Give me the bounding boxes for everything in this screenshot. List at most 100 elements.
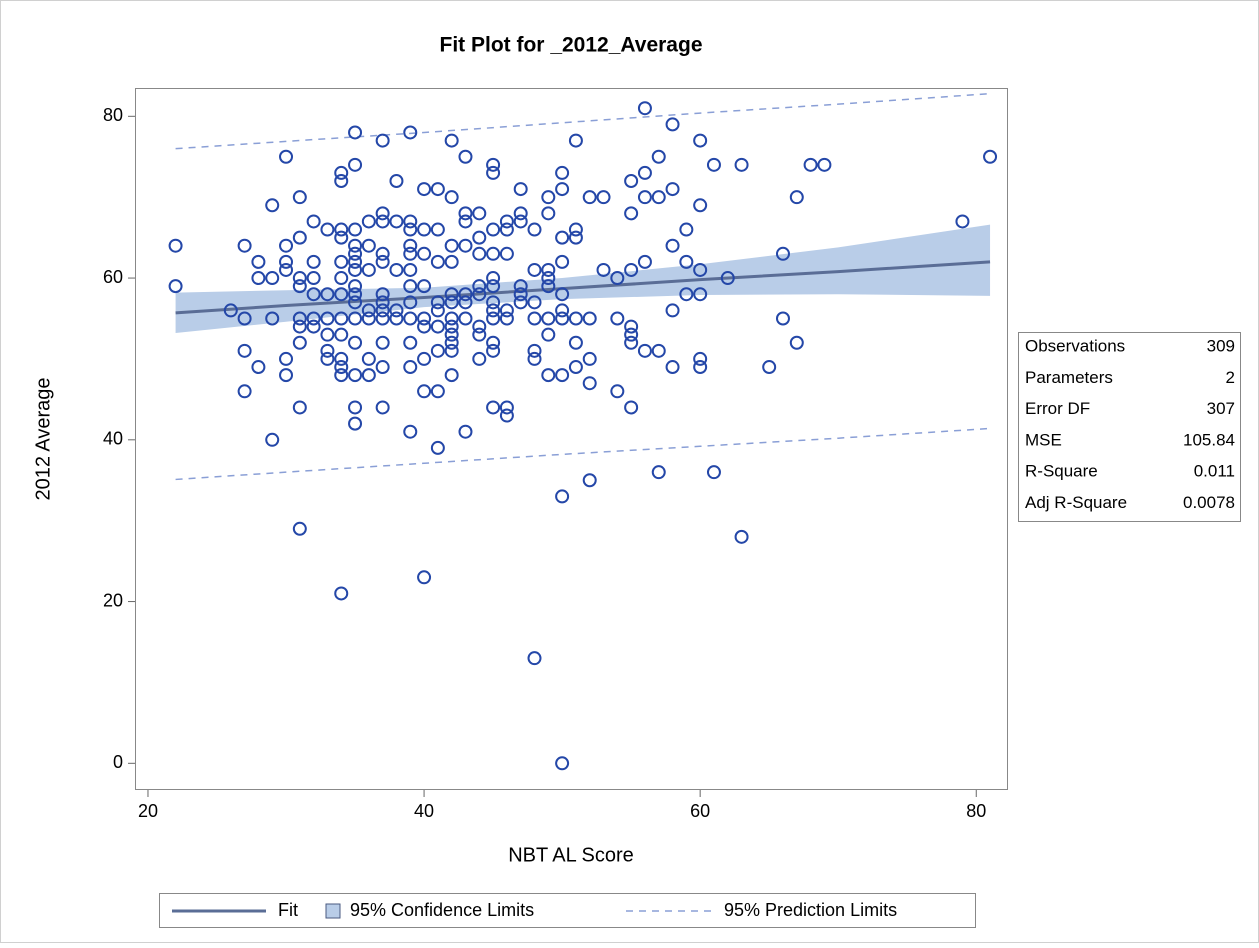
data-point xyxy=(306,254,321,269)
data-point xyxy=(403,360,418,375)
data-point xyxy=(348,125,363,140)
data-point xyxy=(403,262,418,277)
data-point xyxy=(251,360,266,375)
data-point xyxy=(486,271,501,286)
data-point xyxy=(486,311,501,326)
data-point xyxy=(486,246,501,261)
data-point xyxy=(292,400,307,415)
data-point xyxy=(348,157,363,172)
data-point xyxy=(306,319,321,334)
data-point xyxy=(582,190,597,205)
data-point xyxy=(403,214,418,229)
data-point xyxy=(361,214,376,229)
data-point xyxy=(486,157,501,172)
stats-label: MSE xyxy=(1025,430,1062,449)
data-point xyxy=(430,303,445,318)
data-point xyxy=(361,303,376,318)
data-point xyxy=(637,254,652,269)
data-point xyxy=(513,295,528,310)
data-point xyxy=(541,271,556,286)
data-point xyxy=(348,238,363,253)
data-point xyxy=(527,295,542,310)
legend: Fit 95% Confidence Limits 95% Prediction L… xyxy=(172,900,897,920)
data-point xyxy=(279,368,294,383)
data-point xyxy=(306,214,321,229)
data-point xyxy=(361,238,376,253)
data-point xyxy=(348,400,363,415)
data-point xyxy=(458,295,473,310)
data-point xyxy=(444,311,459,326)
data-point xyxy=(817,157,832,172)
prediction-limit xyxy=(175,427,991,481)
data-point xyxy=(334,165,349,180)
data-point xyxy=(320,351,335,366)
data-point xyxy=(279,238,294,253)
data-point xyxy=(596,190,611,205)
data-point xyxy=(679,222,694,237)
data-point xyxy=(389,303,404,318)
data-point xyxy=(389,214,404,229)
data-point xyxy=(375,246,390,261)
data-point xyxy=(403,238,418,253)
data-point xyxy=(499,311,514,326)
data-point xyxy=(389,262,404,277)
data-point xyxy=(637,190,652,205)
data-point xyxy=(334,360,349,375)
data-point xyxy=(361,351,376,366)
data-point xyxy=(444,368,459,383)
legend-label: 95% Prediction Limits xyxy=(724,900,897,920)
data-point xyxy=(720,271,735,286)
data-point xyxy=(251,254,266,269)
data-point xyxy=(610,311,625,326)
data-point xyxy=(472,246,487,261)
data-point xyxy=(306,311,321,326)
data-point xyxy=(541,206,556,221)
data-point xyxy=(527,262,542,277)
data-point xyxy=(306,287,321,302)
data-point xyxy=(734,529,749,544)
data-point xyxy=(334,254,349,269)
data-point xyxy=(361,368,376,383)
data-point xyxy=(334,271,349,286)
legend-swatch xyxy=(325,903,341,919)
data-point xyxy=(320,327,335,342)
data-point xyxy=(430,319,445,334)
data-point xyxy=(624,335,639,350)
data-point xyxy=(568,222,583,237)
data-point xyxy=(499,222,514,237)
data-point xyxy=(486,343,501,358)
data-point xyxy=(789,190,804,205)
data-point xyxy=(348,246,363,261)
data-point xyxy=(679,254,694,269)
data-point xyxy=(665,303,680,318)
data-point xyxy=(375,295,390,310)
data-point xyxy=(348,335,363,350)
data-point xyxy=(568,311,583,326)
data-point xyxy=(292,521,307,536)
x-tick-label: 20 xyxy=(138,801,158,821)
data-point xyxy=(348,368,363,383)
data-point xyxy=(417,279,432,294)
data-point xyxy=(389,174,404,189)
data-point xyxy=(361,311,376,326)
data-point xyxy=(693,351,708,366)
data-point xyxy=(348,295,363,310)
data-point xyxy=(292,190,307,205)
data-point xyxy=(472,287,487,302)
data-point xyxy=(527,351,542,366)
data-point xyxy=(320,287,335,302)
x-tick-label: 40 xyxy=(414,801,434,821)
data-point xyxy=(265,271,280,286)
data-point xyxy=(417,182,432,197)
data-point xyxy=(624,327,639,342)
data-point xyxy=(375,360,390,375)
data-point xyxy=(541,368,556,383)
data-point xyxy=(334,586,349,601)
data-point xyxy=(334,368,349,383)
data-point xyxy=(499,214,514,229)
data-point xyxy=(499,246,514,261)
data-point xyxy=(458,311,473,326)
data-point xyxy=(279,262,294,277)
data-point xyxy=(279,149,294,164)
